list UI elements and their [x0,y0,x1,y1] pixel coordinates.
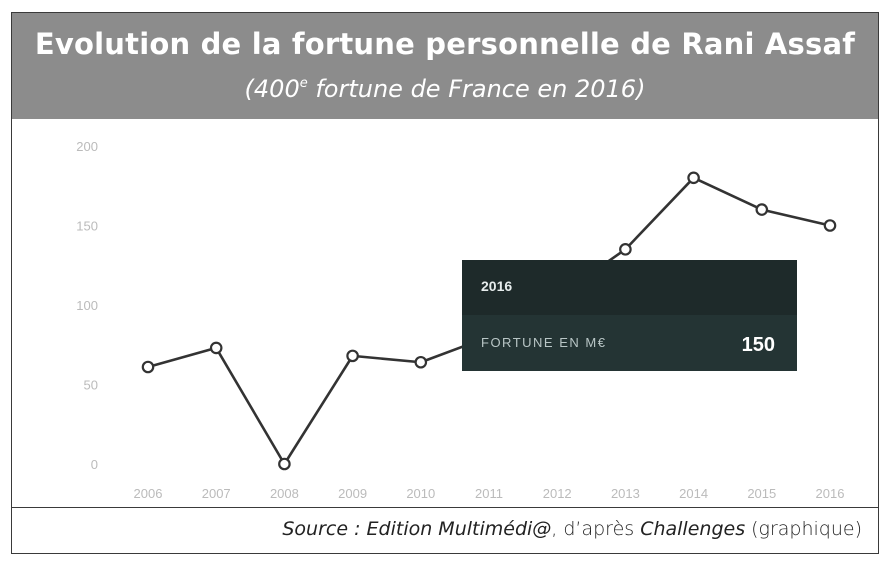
data-point [414,355,428,369]
data-point [278,457,291,471]
x-tick-label: 2016 [816,486,845,501]
x-tick-label: 2015 [747,486,776,501]
source-part1: Source : Edition Multimédi@ [282,518,552,540]
x-tick-label: 2010 [406,486,435,501]
source-part3: Challenges [640,518,746,540]
x-tick-label: 2007 [202,486,231,501]
x-tick-label: 2006 [134,486,163,501]
data-point [141,360,155,374]
x-tick-label: 2008 [270,486,299,501]
subtitle-pre: (400 [244,75,300,103]
data-point [687,171,700,185]
chart-title: Evolution de la fortune personnelle de R… [34,27,856,61]
data-point [755,203,769,216]
y-tick-label: 50 [84,378,98,393]
subtitle-post: fortune de France en 2016) [307,75,646,103]
data-point [209,341,223,355]
x-tick-label: 2012 [543,486,572,501]
chart-subtitle: (400e fortune de France en 2016) [12,75,878,103]
y-tick-label: 100 [76,298,98,313]
source-part4: (graphique) [745,518,862,540]
data-point [346,349,359,363]
data-point [619,243,632,256]
x-tick-label: 2011 [475,486,503,501]
data-point [823,219,837,232]
y-tick-label: 150 [76,219,98,234]
chart-frame: Evolution de la fortune personnelle de R… [11,12,879,554]
chart-header: Evolution de la fortune personnelle de R… [12,13,878,119]
chart-footer: Source : Edition Multimédi@, d’après Cha… [12,507,878,553]
y-tick-label: 200 [76,139,98,154]
chart-area: 0 50 100 150 200 2006 2007 2008 2009 2010 2011 2012… [12,119,878,507]
line-chart: 0 50 100 150 200 2006 2007 2008 2009 2010 2011 2012… [76,139,845,501]
tooltip-value-row [462,315,797,371]
y-tick-label: 0 [91,457,98,472]
x-tick-label: 2014 [679,486,708,501]
x-tick-label: 2009 [338,486,367,501]
source-note: Source : Edition Multimédi@, d’après Cha… [282,518,862,540]
tooltip-year: 2016 [481,278,512,294]
tooltip-label: FORTUNE EN M€ [481,335,606,350]
source-part2: , d’après [551,518,641,540]
subtitle-sup: e [299,76,308,91]
tooltip-value: 150 [742,334,775,356]
x-tick-label: 2013 [611,486,640,501]
